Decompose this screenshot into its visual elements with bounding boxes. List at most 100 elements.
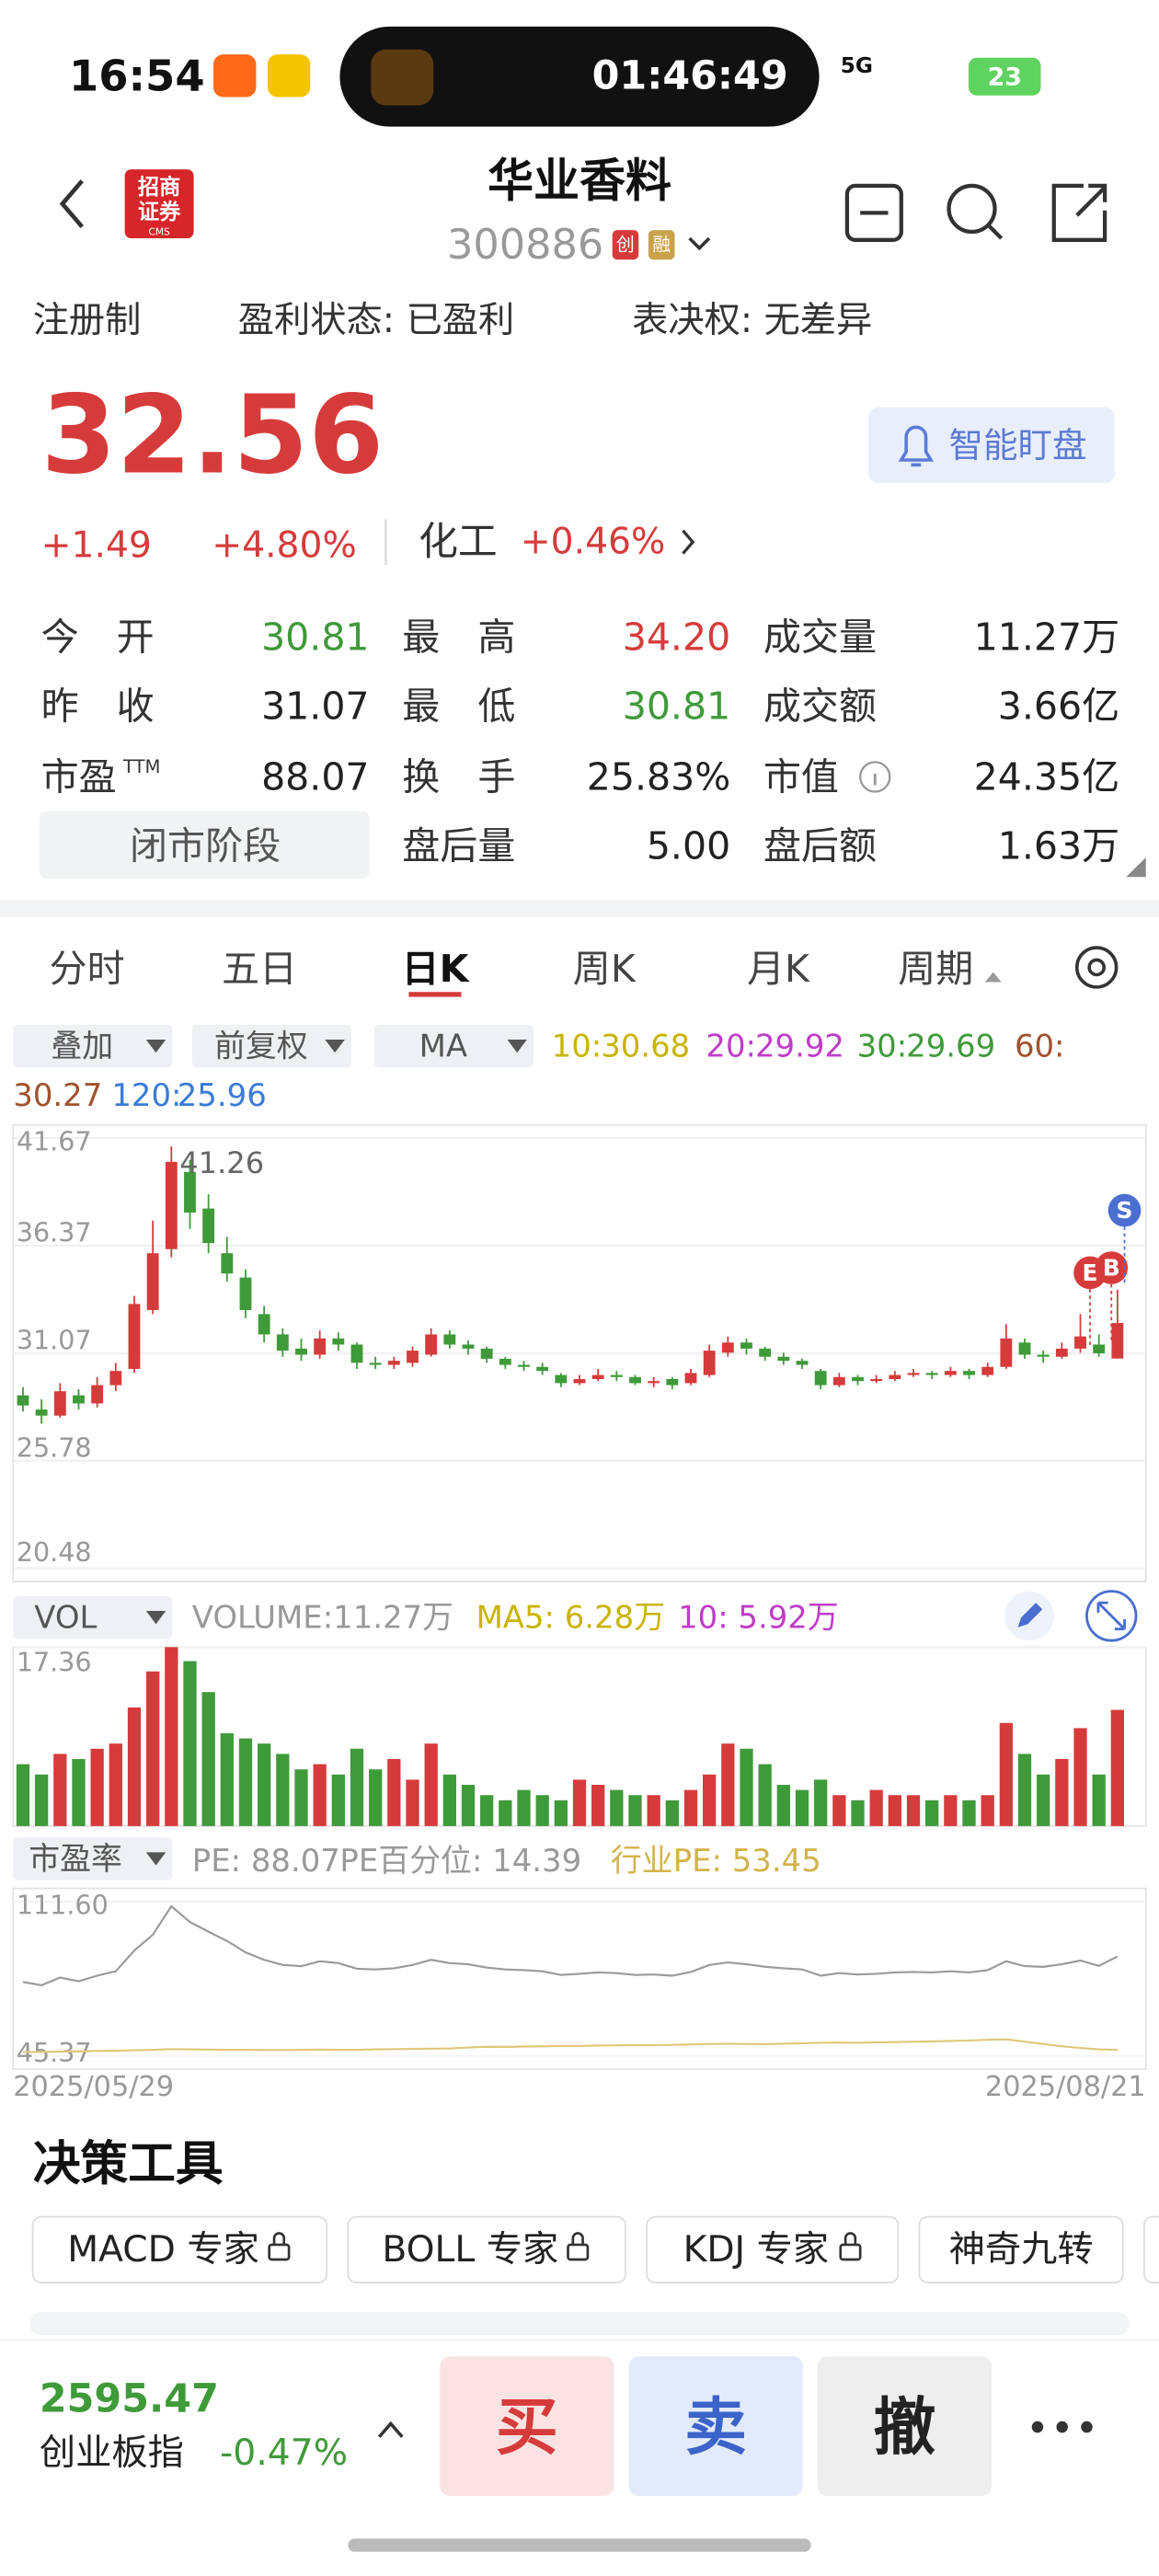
trade-marker xyxy=(1095,1251,1129,1284)
volume-bar xyxy=(276,1754,290,1826)
sector-arrow xyxy=(682,529,695,555)
date-start: 2025/05/29 xyxy=(13,2071,174,2103)
candle-body xyxy=(870,1378,883,1382)
cancel-button[interactable] xyxy=(817,2356,992,2497)
lock-shackle xyxy=(571,2232,584,2245)
volume-bar xyxy=(535,1795,549,1826)
fullscreen-button[interactable] xyxy=(1085,1590,1138,1642)
info-icon[interactable] xyxy=(859,761,891,793)
tab[interactable]: 五日 xyxy=(222,947,297,991)
expand-corner[interactable] xyxy=(1126,857,1146,878)
volume-bar xyxy=(350,1748,364,1826)
volume-bar xyxy=(90,1748,104,1826)
volume-bar xyxy=(313,1764,327,1826)
watch-button-bg[interactable] xyxy=(868,407,1115,483)
expand-index[interactable] xyxy=(377,2421,404,2438)
candle-body xyxy=(981,1366,994,1375)
taobao-icon xyxy=(213,54,257,98)
badge-text: 创 xyxy=(616,235,635,256)
candle-body xyxy=(1000,1338,1013,1367)
code-dropdown[interactable] xyxy=(688,236,711,251)
watch-button[interactable]: 智能盯盘 xyxy=(949,425,1087,466)
candle-body xyxy=(109,1371,122,1386)
sector[interactable]: 化工 xyxy=(419,519,498,565)
sell-button[interactable] xyxy=(628,2356,803,2497)
tool-button[interactable] xyxy=(646,2215,900,2283)
stat-value: 34.20 xyxy=(623,615,730,660)
sell[interactable]: 卖 xyxy=(684,2391,747,2464)
volume-bar xyxy=(183,1661,197,1826)
section-gap xyxy=(0,900,1159,917)
share-button[interactable] xyxy=(1051,183,1107,242)
candle-body xyxy=(17,1395,29,1406)
sector-pct: +0.46% xyxy=(521,522,666,563)
lock-icon xyxy=(839,2243,862,2261)
control-box[interactable] xyxy=(13,1837,173,1880)
candle-body xyxy=(276,1334,289,1351)
next-card xyxy=(29,2312,1130,2336)
control-box[interactable] xyxy=(191,1024,351,1068)
cancel[interactable]: 撤 xyxy=(873,2391,935,2464)
ma-value: 29.92 xyxy=(755,1029,844,1064)
volume-bar xyxy=(869,1789,883,1826)
stat-value: 24.35亿 xyxy=(974,754,1119,799)
candle-body xyxy=(666,1378,679,1386)
tab[interactable]: 周K xyxy=(573,947,637,991)
tool-button[interactable] xyxy=(347,2215,626,2283)
candle-body xyxy=(239,1277,252,1310)
badge-text: 融 xyxy=(652,235,671,256)
tab[interactable]: 分时 xyxy=(50,947,125,991)
volume-bar xyxy=(610,1789,624,1826)
lock-shackle xyxy=(272,2232,286,2245)
high-label: 41.26 xyxy=(179,1145,264,1180)
volume-bar xyxy=(591,1785,605,1826)
pe-label: PE: 88.07 xyxy=(192,1843,340,1879)
candle-body xyxy=(536,1366,549,1372)
tool-button[interactable] xyxy=(31,2215,328,2283)
logo-sub: CMS xyxy=(148,225,170,237)
candle-body xyxy=(721,1342,734,1353)
candle-body xyxy=(480,1348,493,1359)
back-button[interactable] xyxy=(59,179,84,229)
volume-bar xyxy=(369,1769,383,1826)
ma-value: 30.27 xyxy=(13,1077,102,1113)
candle-body xyxy=(425,1334,438,1355)
volume-bar xyxy=(258,1743,271,1826)
control: 叠加 xyxy=(51,1029,113,1064)
control-box[interactable] xyxy=(13,1595,173,1639)
tool-button[interactable] xyxy=(1143,2215,1159,2283)
pencil xyxy=(1017,1603,1043,1627)
volume-bar xyxy=(72,1759,86,1826)
more-button[interactable] xyxy=(1031,2421,1093,2433)
stat-label: 昨 收 xyxy=(41,684,155,729)
candle-body xyxy=(1111,1323,1124,1359)
candle-body xyxy=(814,1371,827,1386)
date-end: 2025/08/21 xyxy=(985,2071,1146,2103)
volume-bar xyxy=(1037,1774,1050,1826)
stat-value: 30.81 xyxy=(623,684,730,729)
control-box[interactable] xyxy=(13,1024,173,1068)
minimize-button[interactable] xyxy=(844,183,903,242)
buy-button[interactable] xyxy=(440,2356,614,2497)
tool-label: 神奇九转 xyxy=(949,2229,1094,2271)
index-pct: -0.47% xyxy=(220,2432,348,2474)
search-button[interactable] xyxy=(947,183,997,235)
tab[interactable]: 日K xyxy=(402,947,471,991)
tool-button[interactable] xyxy=(918,2215,1124,2283)
stat-label: 成交量 xyxy=(763,615,877,660)
volume-bar xyxy=(109,1743,122,1826)
tab[interactable]: 周期 xyxy=(898,947,973,991)
volume-bar xyxy=(517,1789,531,1826)
volume-bar xyxy=(703,1774,717,1826)
tab[interactable]: 月K xyxy=(747,947,810,991)
volume-bar xyxy=(776,1785,790,1826)
control-box[interactable] xyxy=(373,1024,534,1068)
candle-body xyxy=(128,1304,141,1369)
candle-body xyxy=(796,1361,809,1365)
buy[interactable]: 买 xyxy=(496,2391,558,2464)
volume-bar xyxy=(665,1800,679,1826)
settings-button[interactable] xyxy=(1074,946,1119,989)
volume-bar xyxy=(220,1732,234,1826)
volume-bar xyxy=(461,1785,476,1826)
stat-label: 最 低 xyxy=(402,684,515,729)
